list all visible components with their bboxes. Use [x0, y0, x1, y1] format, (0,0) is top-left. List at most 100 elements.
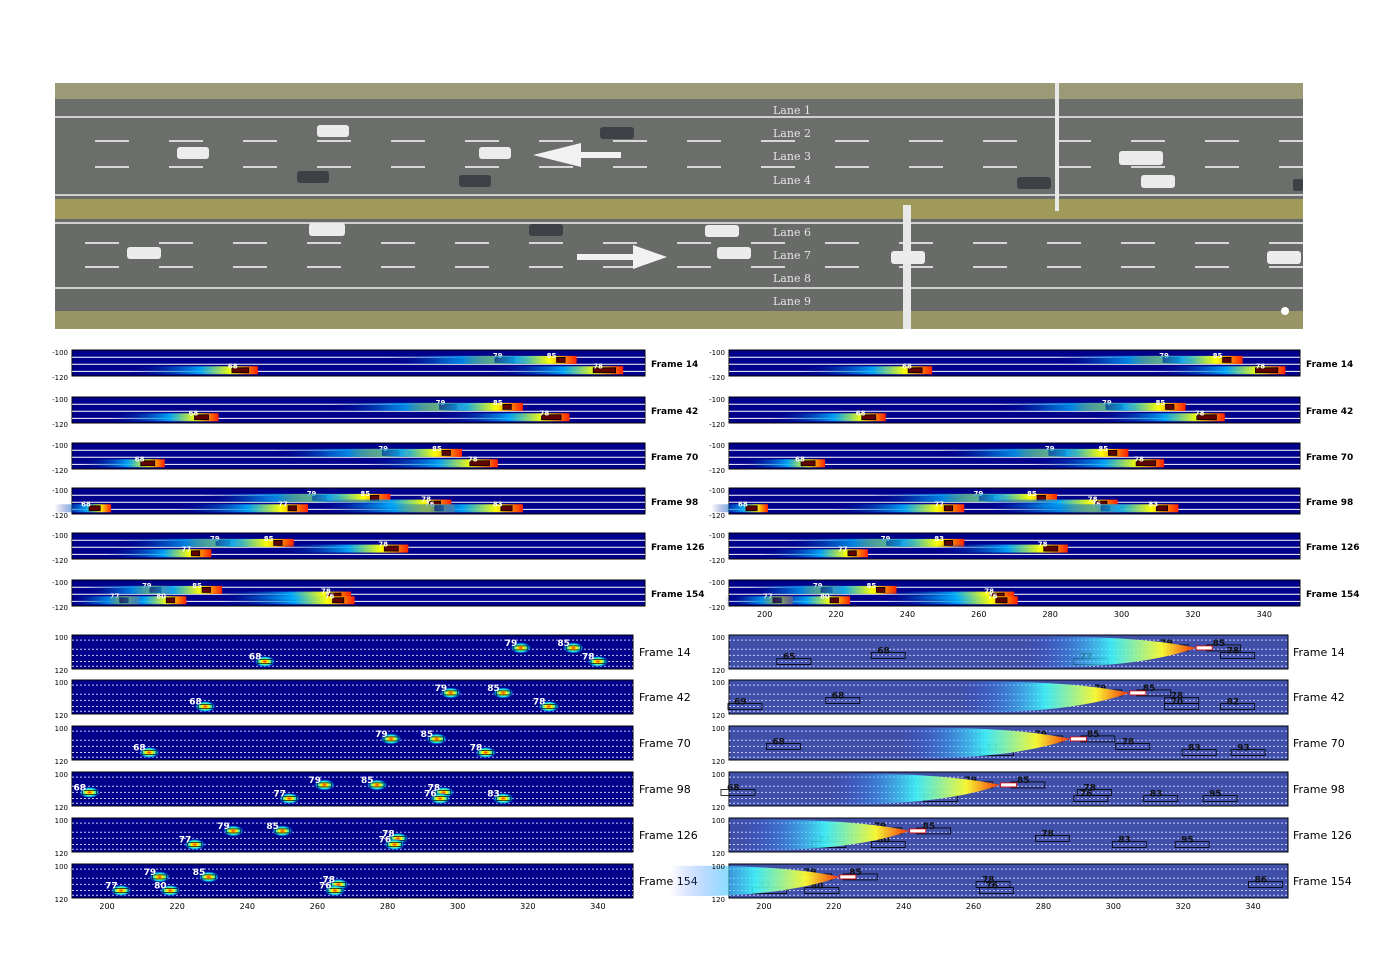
vehicle-id-label: 79 [505, 639, 518, 649]
vehicle-box [592, 367, 616, 374]
vehicle-id-label: 77 [278, 500, 288, 508]
vehicle-id-label: 76 [325, 592, 335, 600]
vehicle-id-label: 78 [582, 653, 595, 663]
y-tick-label: 100 [712, 771, 725, 779]
y-tick-label: -100 [709, 532, 725, 540]
vehicle-id-label: 78 [1255, 362, 1265, 370]
y-tick-label: -120 [52, 512, 68, 520]
ego-vehicle-box [1195, 645, 1213, 651]
vehicle-id-label: 95 [1209, 790, 1222, 800]
y-tick-label: -120 [709, 604, 725, 612]
x-tick-label: 200 [756, 902, 771, 911]
x-tick-label: 200 [99, 902, 114, 911]
ego-vehicle-box [839, 874, 857, 880]
vehicle-box [1115, 743, 1151, 750]
y-tick-label: -100 [52, 442, 68, 450]
frame-panel: 68 79 85 78 100 120 Frame 42 [55, 679, 691, 720]
y-tick-label: 100 [55, 863, 68, 871]
y-tick-label: 100 [55, 634, 68, 642]
vehicle-box [432, 796, 448, 801]
heat-cone [959, 681, 1130, 713]
vehicle-id-label: 83 [1150, 790, 1163, 800]
frame-panel: 68 79 85 78 100 120 Frame 70 [55, 725, 691, 766]
vehicle-id-label: 83 [1148, 500, 1158, 508]
heat-cone [1026, 636, 1197, 668]
heat-trail [489, 366, 624, 375]
heat-cone [830, 773, 1001, 805]
heat-blob [562, 641, 585, 654]
heat-trail [256, 493, 391, 502]
vehicle-id-label: 78 [533, 698, 546, 708]
vehicle-box [1196, 414, 1217, 421]
heat-trail [92, 596, 187, 605]
y-tick-label: 120 [712, 758, 725, 766]
vehicle-id-label: 85 [547, 352, 557, 360]
y-tick-label: 100 [55, 817, 68, 825]
x-tick-label: 280 [1043, 610, 1058, 619]
vehicle-box [1143, 795, 1179, 802]
y-tick-label: 120 [55, 804, 68, 812]
vehicle-id-label: 68 [249, 653, 262, 663]
vehicle-id-label: 83 [493, 500, 503, 508]
y-tick-label: 120 [55, 712, 68, 720]
vehicle-box [1073, 795, 1109, 802]
heat-blob [366, 778, 389, 791]
vehicle-box [500, 505, 513, 512]
vehicle-box [495, 690, 511, 696]
heat-trail [883, 596, 1018, 605]
heat-trail [442, 355, 577, 364]
vehicle-id-label: 68 [727, 783, 740, 793]
panel-background [71, 725, 634, 761]
vehicle-id-label: 78 [984, 588, 994, 596]
vehicle-id-label: 68 [189, 409, 199, 417]
vehicle-box [1108, 449, 1118, 456]
heat-trail [328, 448, 463, 457]
vehicle-box [441, 449, 451, 456]
heat-trail [752, 596, 851, 605]
panel-background [728, 634, 1289, 670]
vehicle-id-label: 85 [557, 639, 570, 649]
heat-trail [1108, 355, 1243, 364]
frame-label: Frame 98 [1306, 498, 1353, 508]
vehicle-id-label: 77 [181, 545, 191, 553]
heat-cone [669, 865, 840, 897]
x-tick-label: 340 [1257, 610, 1272, 619]
y-tick-label: 120 [712, 667, 725, 675]
vehicle-id-label: 68 [228, 362, 238, 370]
vehicle-box [383, 736, 399, 742]
heat-cone [739, 819, 910, 851]
y-tick-label: -120 [52, 467, 68, 475]
vehicle-id-label: 80 [820, 592, 830, 600]
frame-label: Frame 70 [651, 453, 698, 463]
heat-trail [830, 504, 965, 513]
heat-trail [711, 504, 768, 513]
frame-panel: 79857780787686100120Frame 154 [669, 863, 1352, 904]
vehicle-id-label: 78 [322, 875, 335, 885]
heat-blob [323, 884, 346, 897]
vehicle-id-label: 85 [1213, 352, 1223, 360]
heat-trail [274, 544, 409, 553]
vehicle-id-label: 78 [539, 409, 549, 417]
vehicle-id-label: 78 [593, 362, 603, 370]
heat-trail [798, 366, 933, 375]
vehicle-box [1135, 460, 1157, 467]
vehicle-box [1035, 835, 1070, 842]
vehicle-id-label: 68 [832, 691, 845, 701]
vehicle-box [1202, 795, 1238, 802]
vehicle-id-label: 85 [193, 868, 206, 878]
y-tick-label: -100 [709, 487, 725, 495]
vehicle-box [566, 645, 581, 651]
vehicle-id-label: 76 [1080, 790, 1093, 800]
y-tick-label: -100 [52, 487, 68, 495]
vehicle-box [478, 750, 494, 755]
heat-trail [174, 504, 309, 513]
ego-vehicle-box [1070, 736, 1087, 742]
vehicle-id-label: 85 [923, 822, 936, 832]
vehicle-box [495, 796, 511, 801]
frame-panel: 68798577788393100120Frame 70 [712, 725, 1345, 766]
heat-trail [1030, 459, 1165, 468]
heat-trail [320, 504, 455, 513]
